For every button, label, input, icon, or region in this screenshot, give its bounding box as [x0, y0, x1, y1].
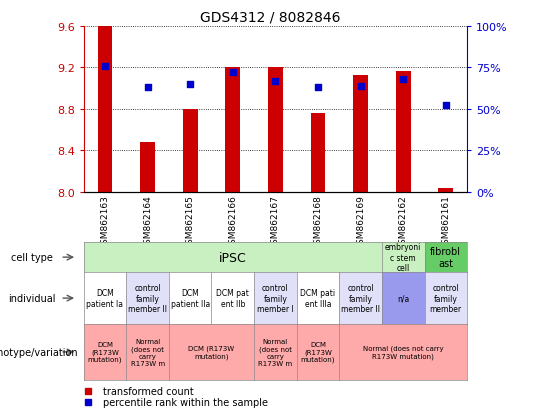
Bar — [438, 189, 453, 192]
Text: DCM
(R173W
mutation): DCM (R173W mutation) — [87, 342, 122, 363]
Text: fibrobl
ast: fibrobl ast — [430, 247, 461, 268]
Text: Normal
(does not
carry
R173W m: Normal (does not carry R173W m — [131, 338, 165, 366]
Bar — [225, 68, 240, 192]
Text: DCM (R173W
mutation): DCM (R173W mutation) — [188, 345, 234, 359]
Point — [186, 81, 194, 88]
Point — [143, 85, 152, 91]
Bar — [396, 72, 410, 192]
Text: embryoni
c stem
cell: embryoni c stem cell — [385, 243, 421, 272]
Text: cell type: cell type — [11, 252, 53, 263]
Point — [356, 83, 365, 90]
Text: iPSC: iPSC — [219, 251, 247, 264]
Text: individual: individual — [8, 293, 56, 304]
Text: DCM pat
ent IIb: DCM pat ent IIb — [217, 289, 249, 308]
Bar — [140, 142, 155, 192]
Text: control
family
member II: control family member II — [341, 284, 380, 313]
Bar — [98, 27, 112, 192]
Text: GDS4312 / 8082846: GDS4312 / 8082846 — [200, 10, 340, 24]
Text: control
family
member II: control family member II — [128, 284, 167, 313]
Text: DCM
(R173W
mutation): DCM (R173W mutation) — [301, 342, 335, 363]
Bar — [268, 68, 283, 192]
Text: DCM
patient Ia: DCM patient Ia — [86, 289, 124, 308]
Text: n/a: n/a — [397, 294, 409, 303]
Text: control
family
member I: control family member I — [257, 284, 294, 313]
Text: control
family
member: control family member — [430, 284, 462, 313]
Text: DCM pati
ent IIIa: DCM pati ent IIIa — [300, 289, 335, 308]
Bar — [183, 109, 198, 192]
Point — [271, 78, 280, 85]
Point — [442, 103, 450, 109]
Text: genotype/variation: genotype/variation — [0, 347, 78, 357]
Bar — [353, 75, 368, 192]
Bar — [310, 114, 326, 192]
Point — [314, 85, 322, 91]
Text: Normal
(does not
carry
R173W m: Normal (does not carry R173W m — [258, 338, 293, 366]
Text: Normal (does not carry
R173W mutation): Normal (does not carry R173W mutation) — [363, 345, 443, 359]
Text: transformed count: transformed count — [103, 386, 194, 396]
Text: DCM
patient IIa: DCM patient IIa — [171, 289, 210, 308]
Point — [399, 76, 408, 83]
Point — [228, 70, 237, 76]
Text: percentile rank within the sample: percentile rank within the sample — [103, 397, 268, 407]
Point — [100, 63, 109, 70]
